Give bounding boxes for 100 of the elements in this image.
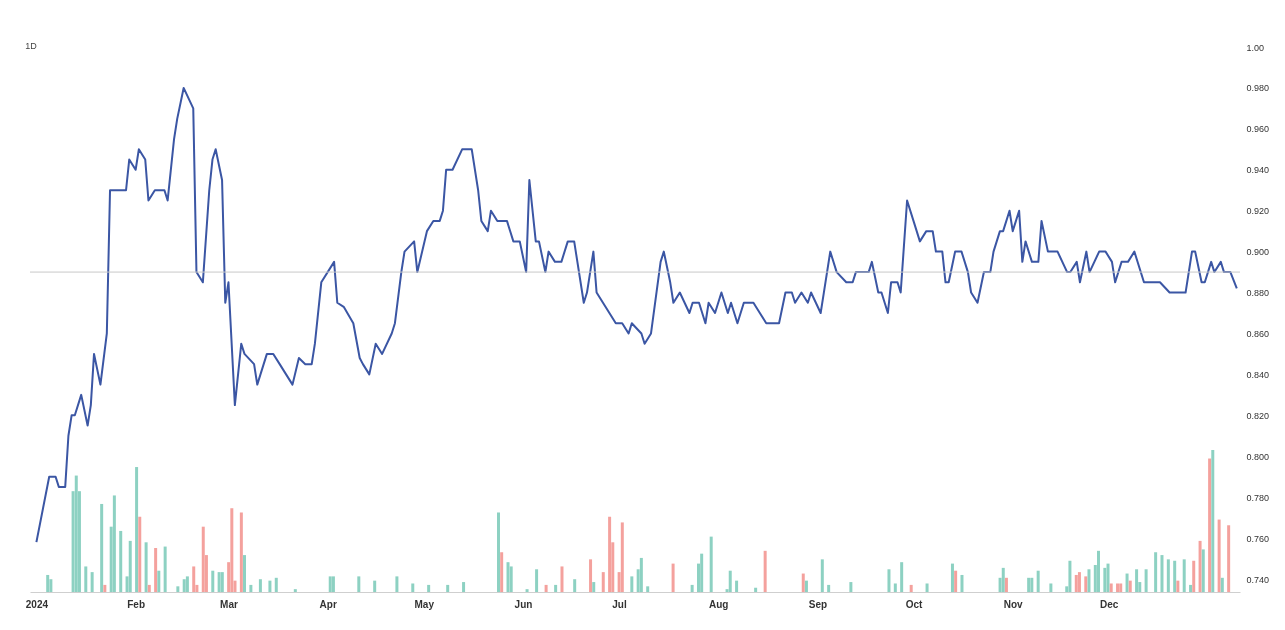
bar [1084, 576, 1088, 592]
bar [1116, 583, 1120, 592]
bar [592, 582, 596, 592]
bar [1176, 580, 1180, 592]
bar [1227, 525, 1231, 592]
bar [646, 586, 650, 592]
bar [201, 526, 205, 592]
bar [1109, 583, 1113, 592]
y-tick-label: 0.920 [1246, 206, 1270, 217]
bar [176, 586, 180, 592]
bar [293, 589, 297, 592]
bar [1160, 555, 1164, 592]
bar [1001, 567, 1005, 592]
y-tick-label: 0.800 [1246, 451, 1270, 462]
bar [274, 577, 278, 592]
bar [1106, 563, 1110, 592]
bar [887, 569, 891, 592]
y-tick-label: 0.980 [1246, 83, 1270, 94]
bar [1036, 570, 1040, 592]
bar [960, 574, 964, 592]
bar [820, 559, 824, 592]
bar [1182, 559, 1186, 592]
bar [763, 550, 767, 592]
bar [1208, 458, 1212, 592]
bar [462, 582, 466, 592]
bar [608, 516, 612, 592]
bar [950, 563, 954, 592]
y-tick-label: 0.820 [1246, 410, 1270, 421]
bar [411, 583, 415, 592]
y-tick-label: 0.780 [1246, 492, 1270, 503]
bar [1173, 560, 1177, 592]
bar [157, 570, 161, 592]
bar [496, 512, 500, 592]
x-tick-label: Jul [612, 598, 627, 610]
bar [601, 572, 605, 592]
bar [331, 576, 335, 592]
bar [373, 580, 377, 592]
bar [1189, 584, 1193, 592]
bar [119, 530, 123, 592]
bar [639, 557, 643, 592]
bar [506, 562, 510, 592]
bar [144, 542, 148, 592]
bar [1217, 519, 1221, 592]
bar [1096, 550, 1100, 592]
x-tick-label: Mar [220, 598, 238, 610]
bar [74, 475, 78, 592]
bar [46, 574, 50, 592]
bar [525, 589, 529, 592]
line-series [35, 86, 1238, 544]
bar [671, 563, 675, 592]
bar [709, 536, 713, 592]
bar [893, 583, 897, 592]
bar [1192, 560, 1196, 592]
bar [690, 584, 694, 592]
y-tick-label: 0.860 [1246, 328, 1270, 339]
bar [735, 580, 739, 592]
bar [103, 584, 107, 592]
y-tick-label: 0.900 [1246, 247, 1270, 258]
bar [544, 584, 548, 592]
bar [509, 566, 513, 592]
bar [1125, 573, 1129, 592]
y-tick-label: 0.840 [1246, 369, 1270, 380]
bar [328, 576, 332, 592]
x-tick-label: Feb [127, 598, 146, 610]
bar [1201, 549, 1205, 592]
x-tick-label: Oct [905, 598, 923, 610]
y-tick-label: 1.00 [1246, 42, 1265, 53]
bar [1144, 569, 1148, 592]
bar [1068, 560, 1072, 592]
bar [1211, 450, 1215, 592]
bar [925, 583, 929, 592]
bar [728, 570, 732, 592]
bar [754, 587, 758, 592]
bar [500, 552, 504, 592]
y-tick-label: 0.760 [1246, 533, 1270, 544]
bar [163, 546, 167, 592]
bar [90, 572, 94, 592]
bar [1030, 577, 1034, 592]
bar [1103, 567, 1107, 592]
x-tick-label: 2024 [25, 598, 49, 610]
bar [258, 579, 262, 592]
bar [192, 566, 196, 592]
bar [801, 573, 805, 592]
bar [84, 566, 88, 592]
bar [1128, 580, 1132, 592]
bar [147, 584, 151, 592]
y-tick-label: 0.880 [1246, 288, 1270, 299]
bar [1027, 577, 1031, 592]
bar [1135, 569, 1139, 592]
bar [154, 547, 158, 592]
bar [1004, 577, 1008, 592]
bar [217, 572, 221, 592]
chart-title: 1D [25, 41, 38, 51]
bar [1154, 552, 1158, 592]
bar [138, 516, 142, 592]
bar [1087, 569, 1091, 592]
bar [827, 584, 831, 592]
bar [1198, 540, 1202, 592]
y-tick-label: 0.940 [1246, 165, 1270, 176]
bar [220, 572, 224, 592]
